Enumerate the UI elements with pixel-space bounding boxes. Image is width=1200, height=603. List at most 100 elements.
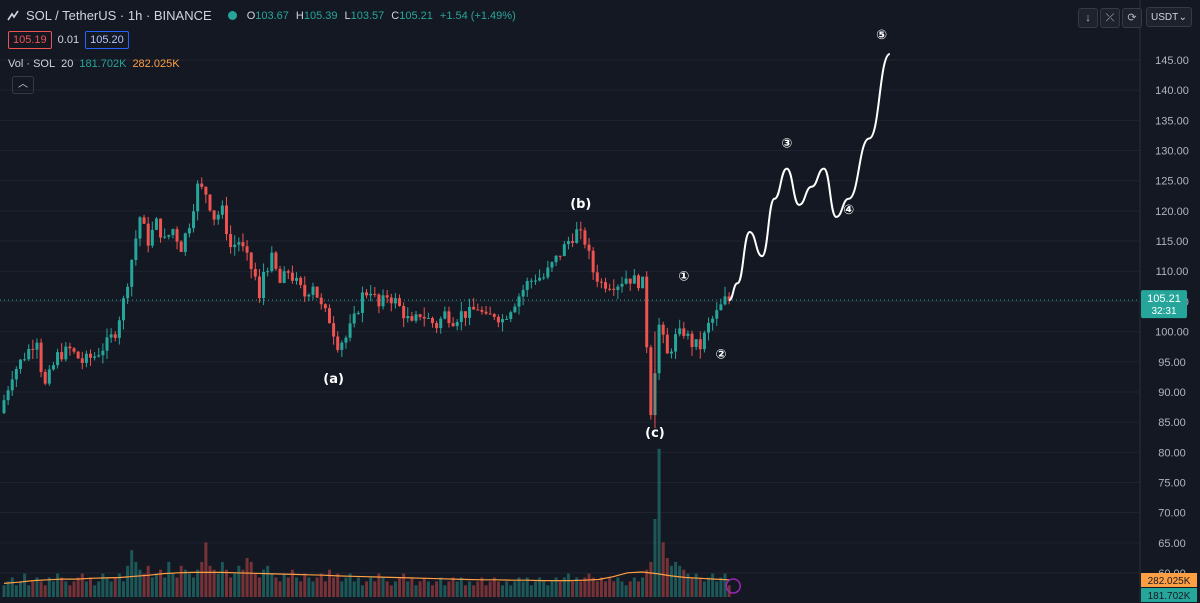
candle-body <box>533 280 537 282</box>
volume-bar <box>167 561 171 597</box>
buy-price-button[interactable]: 105.20 <box>85 31 129 49</box>
volume-bar <box>142 573 146 597</box>
volume-bar <box>476 581 480 597</box>
candle-body <box>711 318 715 323</box>
volume-bar <box>636 581 640 597</box>
candle-body <box>669 351 673 354</box>
price-tick-label: 90.00 <box>1158 387 1186 399</box>
candle-body <box>117 320 121 338</box>
volume-bar <box>290 569 294 597</box>
price-tick-label: 75.00 <box>1158 477 1186 489</box>
candle-body <box>323 304 327 309</box>
volume-bar <box>134 561 138 597</box>
candle-body <box>356 312 360 314</box>
candle-body <box>430 318 434 324</box>
price-tick-label: 110.00 <box>1156 266 1189 278</box>
candle-body <box>208 194 212 211</box>
candle-body <box>68 346 72 349</box>
volume-bar <box>451 577 455 597</box>
candle-body <box>159 218 163 238</box>
volume-bar <box>628 581 632 597</box>
candle-body <box>18 359 22 369</box>
volume-bar <box>698 577 702 597</box>
price-axis[interactable]: 145.00 140.00 135.00 130.00 125.00 120.00 115.… <box>1139 0 1200 603</box>
volume-bar <box>406 581 410 597</box>
volume-bar <box>315 577 319 597</box>
volume-bar <box>653 519 657 597</box>
volume-bar <box>686 573 690 597</box>
volume-bar <box>694 573 698 597</box>
candle-body <box>348 323 352 338</box>
candle-body <box>142 217 146 224</box>
volume-bar <box>274 577 278 597</box>
volume-bar <box>538 577 542 597</box>
volume-bar <box>414 585 418 597</box>
candle-body <box>315 286 319 298</box>
tradingview-logo-icon <box>7 10 19 20</box>
candle-body <box>620 283 624 287</box>
sell-price-button[interactable]: 105.19 <box>8 31 52 49</box>
volume-bar <box>447 581 451 597</box>
candle-body <box>587 244 591 251</box>
volume-bar <box>443 585 447 597</box>
price-tick-label: 120.00 <box>1155 206 1189 218</box>
reset-icon[interactable]: ⟳ <box>1122 8 1142 28</box>
wave-label: (c) <box>645 426 665 441</box>
volume-bar <box>381 577 385 597</box>
volume-bar <box>323 581 327 597</box>
fullscreen-icon[interactable]: ⤫ <box>1100 8 1120 28</box>
currency-label: USDT <box>1151 11 1179 23</box>
symbol-title[interactable]: SOL / TetherUS · 1h · BINANCE <box>26 8 212 23</box>
candle-body <box>624 278 628 284</box>
candle-body <box>608 288 612 290</box>
volume-label[interactable]: Vol · SOL <box>8 58 56 70</box>
volume-bar <box>105 577 109 597</box>
wave-projection-path <box>728 52 891 302</box>
candle-body <box>167 235 171 237</box>
wave-label: ② <box>715 348 726 363</box>
candle-body <box>35 342 39 350</box>
candle-body <box>336 336 340 350</box>
volume-bar <box>229 577 233 597</box>
volume-tag-text: 181.702K <box>1148 591 1191 602</box>
candle-body <box>253 269 257 277</box>
candle-body <box>513 306 517 313</box>
volume-bar <box>616 577 620 597</box>
candle-body <box>674 334 678 352</box>
candle-body <box>295 277 299 281</box>
volume-bar <box>373 581 377 597</box>
candle-body <box>64 346 68 360</box>
candle-body <box>562 244 566 256</box>
volume-bar <box>253 573 257 597</box>
candle-body <box>105 337 109 351</box>
candle-body <box>299 277 303 285</box>
candle-body <box>636 275 640 289</box>
close-value: 105.21 <box>399 9 433 22</box>
candle-body <box>472 306 476 310</box>
volume-bar <box>665 558 669 597</box>
volume-bar <box>641 577 645 597</box>
download-button[interactable]: ↓ <box>1078 8 1098 28</box>
low-value: 103.57 <box>350 9 385 22</box>
candle-body <box>628 278 632 284</box>
volume-bar <box>356 577 360 597</box>
candle-body <box>719 304 723 311</box>
volume-bar <box>43 585 47 597</box>
candle-body <box>414 314 418 321</box>
volume-bar <box>418 581 422 597</box>
volume-bar <box>101 573 105 597</box>
volume-bar <box>6 581 10 597</box>
volume-bar <box>505 581 509 597</box>
collapse-legend-button[interactable]: ︿ <box>12 76 34 94</box>
volume-bar <box>303 573 307 597</box>
order-panel: 105.19 0.01 105.20 <box>8 31 129 49</box>
candle-body <box>595 272 599 282</box>
volume-bar <box>150 577 154 597</box>
candle-body <box>290 272 294 281</box>
currency-select[interactable]: USDT ⌄ <box>1146 7 1192 27</box>
ohlc-values: O103.67 H105.39 L103.57 C105.21 +1.54 (+… <box>247 10 516 22</box>
volume-bar <box>344 577 348 597</box>
candle-body <box>204 186 208 195</box>
candle-body <box>76 351 80 359</box>
